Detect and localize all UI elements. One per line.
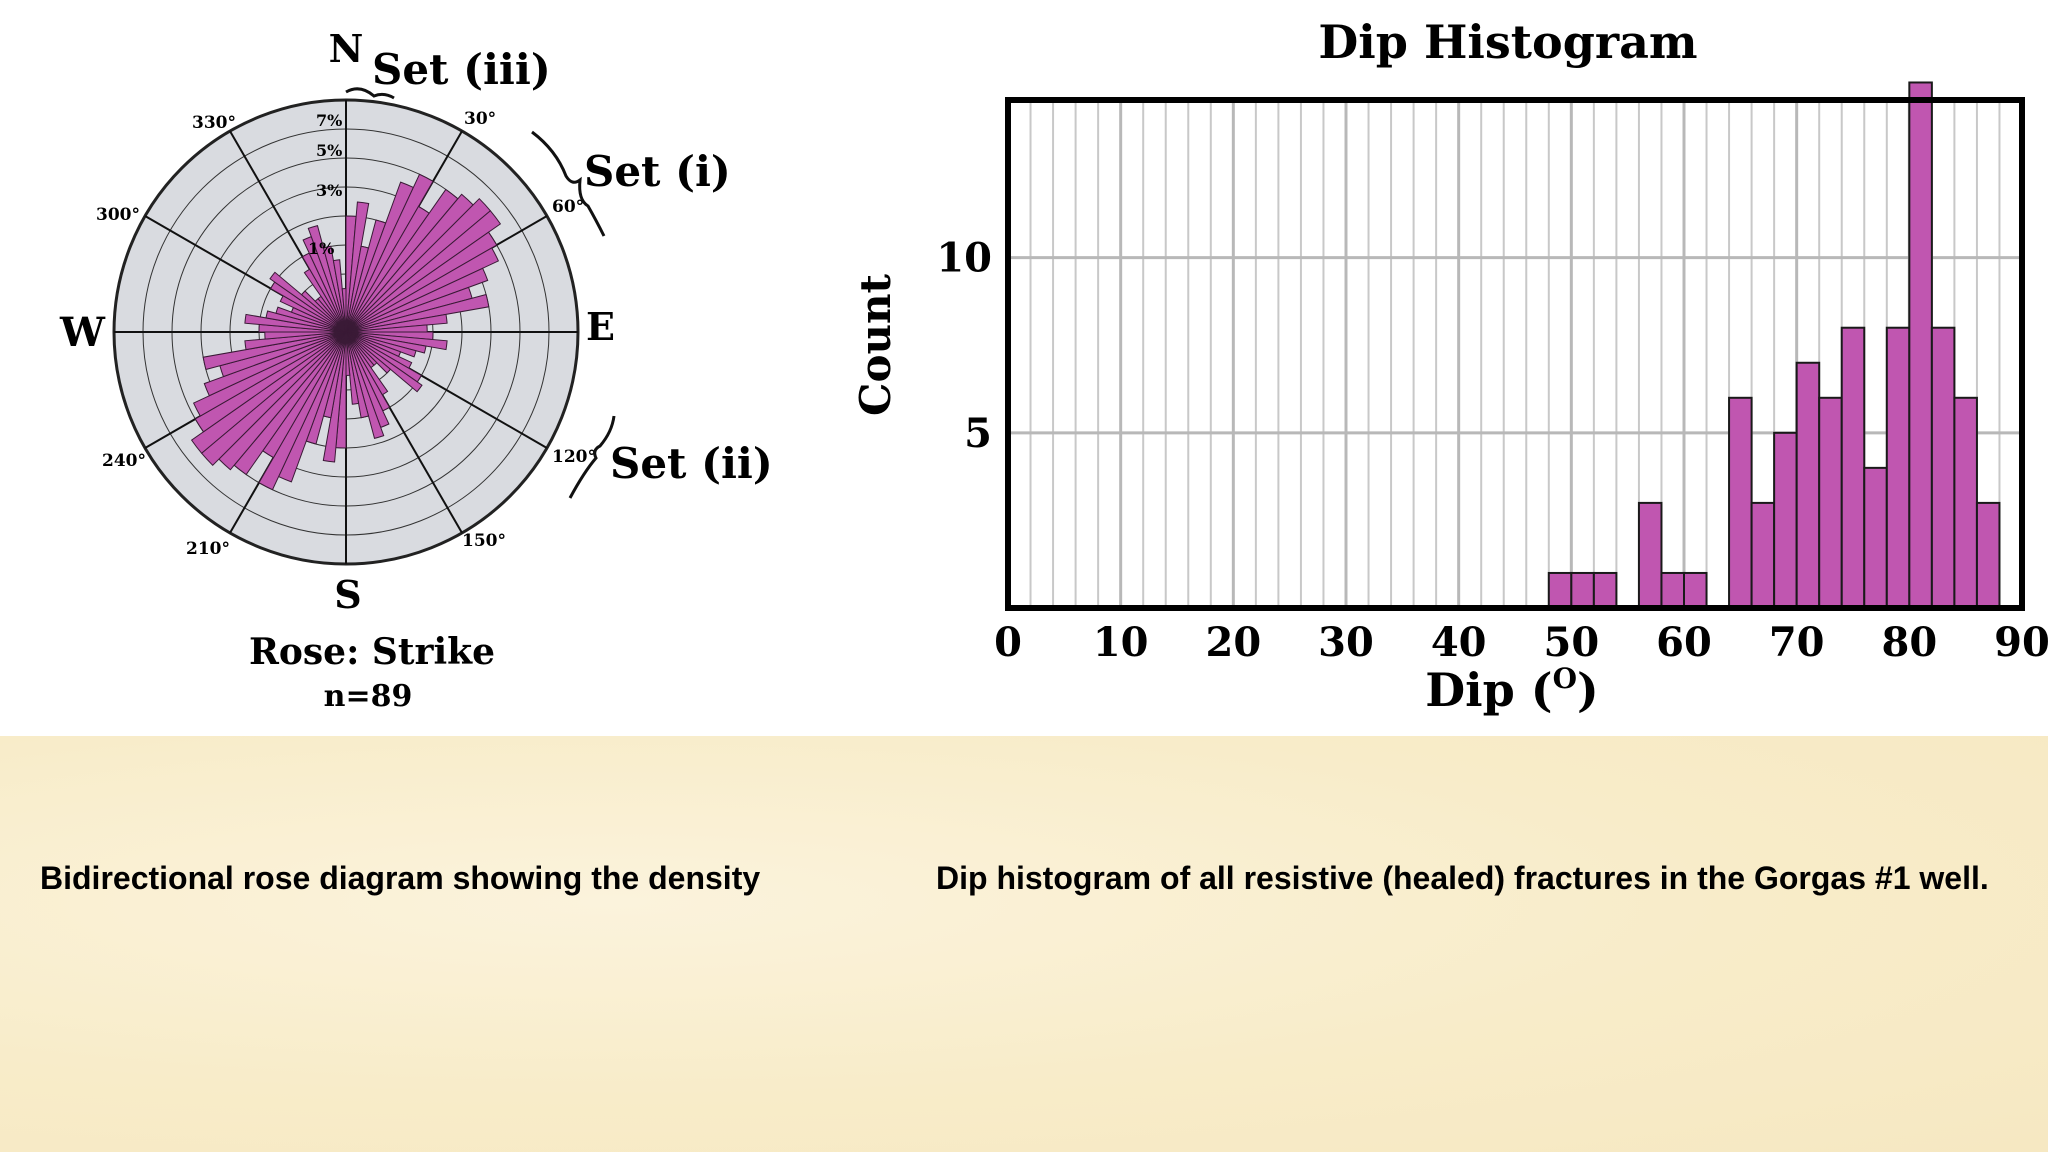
histogram-bar bbox=[1953, 396, 1978, 609]
rose-caption: Bidirectional rose diagram showing the d… bbox=[40, 860, 761, 896]
histogram-bar bbox=[1885, 326, 1911, 609]
y-axis-label: Count bbox=[851, 273, 900, 416]
rose-petal bbox=[345, 293, 490, 333]
histogram-bar bbox=[1570, 571, 1595, 609]
x-tick-labels: 0 10 20 30 40 50 60 70 80 90 bbox=[994, 619, 2048, 666]
east-label: E bbox=[586, 304, 615, 349]
rose-petal bbox=[345, 231, 498, 333]
angle-label-120: 120° bbox=[552, 447, 596, 467]
rose-petal bbox=[202, 331, 347, 371]
angle-label-210: 210° bbox=[186, 539, 230, 559]
rose-petal bbox=[300, 290, 347, 333]
histogram-bar bbox=[1547, 571, 1573, 609]
y-tick-label: 5 bbox=[964, 410, 992, 457]
rose-petal bbox=[345, 313, 448, 333]
rose-petal bbox=[307, 224, 347, 333]
rose-petal bbox=[322, 245, 347, 333]
dip-histogram: Dip Histogram 0 10 20 30 40 50 60 70 80 90 5 10 Co… bbox=[851, 15, 2048, 717]
rose-petal bbox=[332, 259, 347, 333]
histogram-bar bbox=[1975, 501, 2001, 609]
histogram-bar bbox=[1637, 501, 1663, 609]
west-label: W bbox=[59, 309, 106, 356]
x-tick-label: 40 bbox=[1431, 619, 1487, 666]
histogram-bars bbox=[1547, 81, 2001, 609]
y-tick-labels: 5 10 bbox=[936, 235, 992, 457]
figure-panel: N S E W 30° 60° 120° 150° 210° 240° 300°… bbox=[59, 15, 2048, 717]
angle-label-30: 30° bbox=[464, 109, 496, 129]
set-iii-label: Set (iii) bbox=[372, 45, 551, 94]
histogram-bar bbox=[1930, 326, 1956, 609]
ring-label-7: 7% bbox=[316, 111, 342, 130]
set-i-label: Set (i) bbox=[584, 147, 731, 196]
rose-petal bbox=[269, 271, 347, 333]
x-tick-label: 60 bbox=[1656, 619, 1712, 666]
rose-diagram: N S E W 30° 60° 120° 150° 210° 240° 300°… bbox=[59, 26, 773, 714]
rose-petal bbox=[192, 331, 347, 417]
histogram-caption: Dip histogram of all resistive (healed) … bbox=[936, 860, 1989, 896]
ring-label-3: 3% bbox=[316, 181, 342, 200]
x-tick-label: 70 bbox=[1769, 619, 1825, 666]
histogram-title: Dip Histogram bbox=[1318, 15, 1697, 69]
rose-petal bbox=[203, 331, 347, 397]
caption-area bbox=[0, 736, 2048, 1152]
histogram-bar bbox=[1592, 571, 1618, 609]
rose-petal bbox=[258, 331, 347, 491]
set-iii-bracket bbox=[345, 87, 395, 100]
ring-label-1: 1% bbox=[308, 239, 334, 258]
set-i-bracket bbox=[531, 130, 606, 237]
x-tick-label: 50 bbox=[1543, 619, 1599, 666]
set-ii-label: Set (ii) bbox=[610, 439, 773, 488]
rose-petal bbox=[244, 331, 347, 351]
rose-petal bbox=[190, 331, 347, 454]
rose-petal bbox=[345, 173, 434, 333]
rose-petal bbox=[345, 331, 385, 440]
rose-petal bbox=[345, 331, 423, 393]
histogram-bar bbox=[1773, 431, 1798, 609]
rose-petal bbox=[345, 331, 360, 405]
rose-petal bbox=[345, 331, 392, 374]
rose-petal bbox=[341, 287, 347, 333]
angle-label-60: 60° bbox=[552, 197, 584, 217]
x-tick-label: 0 bbox=[994, 619, 1022, 666]
rose-petal bbox=[194, 331, 347, 433]
x-tick-label: 10 bbox=[1093, 619, 1149, 666]
y-tick-label: 10 bbox=[936, 235, 992, 282]
histogram-bar bbox=[1795, 361, 1821, 609]
x-tick-label: 90 bbox=[1994, 619, 2048, 666]
histogram-bar bbox=[1863, 466, 1888, 609]
rose-count: n=89 bbox=[324, 679, 413, 714]
x-tick-label: 30 bbox=[1318, 619, 1374, 666]
histogram-bar bbox=[1660, 571, 1686, 609]
south-label: S bbox=[334, 572, 361, 617]
angle-label-150: 150° bbox=[462, 531, 506, 551]
histogram-bar bbox=[1683, 571, 1708, 609]
x-axis-label: Dip (O) bbox=[1425, 662, 1598, 717]
angle-label-240: 240° bbox=[102, 451, 146, 471]
x-tick-label: 80 bbox=[1881, 619, 1937, 666]
angle-label-330: 330° bbox=[192, 113, 236, 133]
ring-label-5: 5% bbox=[316, 141, 342, 160]
set-ii-bracket bbox=[568, 415, 616, 499]
rose-title: Rose: Strike bbox=[249, 631, 495, 673]
plot-frame bbox=[1005, 97, 2025, 611]
histogram-bar bbox=[1728, 396, 1753, 609]
histogram-bar bbox=[1750, 501, 1776, 609]
rose-petals bbox=[190, 173, 502, 491]
x-tick-label: 20 bbox=[1205, 619, 1261, 666]
rose-petal bbox=[345, 247, 500, 333]
histogram-bar bbox=[1908, 81, 1933, 609]
north-label: N bbox=[329, 26, 364, 71]
histogram-bar bbox=[1840, 326, 1866, 609]
rose-petal bbox=[345, 210, 502, 333]
rose-petal bbox=[345, 331, 370, 419]
histogram-bar bbox=[1818, 396, 1843, 609]
rose-petal bbox=[345, 331, 351, 377]
angle-label-300: 300° bbox=[96, 205, 140, 225]
rose-petal bbox=[345, 267, 489, 333]
